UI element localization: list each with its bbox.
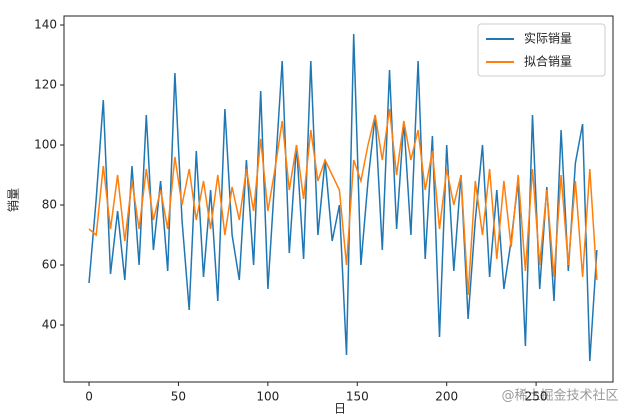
data-line (88, 108, 598, 296)
x-tick-label: 150 (346, 390, 369, 404)
y-tick-label: 140 (34, 18, 57, 32)
x-tick-label: 50 (171, 390, 186, 404)
legend-label: 实际销量 (524, 31, 572, 46)
watermark: @稀土掘金技术社区 (501, 388, 618, 404)
x-tick-label: 0 (85, 390, 93, 404)
y-axis-label: 销量 (7, 188, 21, 212)
x-tick-label: 250 (525, 390, 548, 404)
data-line (88, 33, 598, 362)
x-tick-label: 100 (256, 390, 279, 404)
y-tick-label: 40 (42, 318, 57, 332)
y-tick-label: 60 (42, 258, 57, 272)
x-axis-label: 日 (334, 402, 346, 415)
plot-frame (63, 15, 614, 383)
x-tick-label: 200 (435, 390, 458, 404)
legend-label: 拟合销量 (524, 54, 572, 69)
y-tick-label: 80 (42, 198, 57, 212)
y-tick-label: 120 (34, 78, 57, 92)
y-tick-label: 100 (34, 138, 57, 152)
